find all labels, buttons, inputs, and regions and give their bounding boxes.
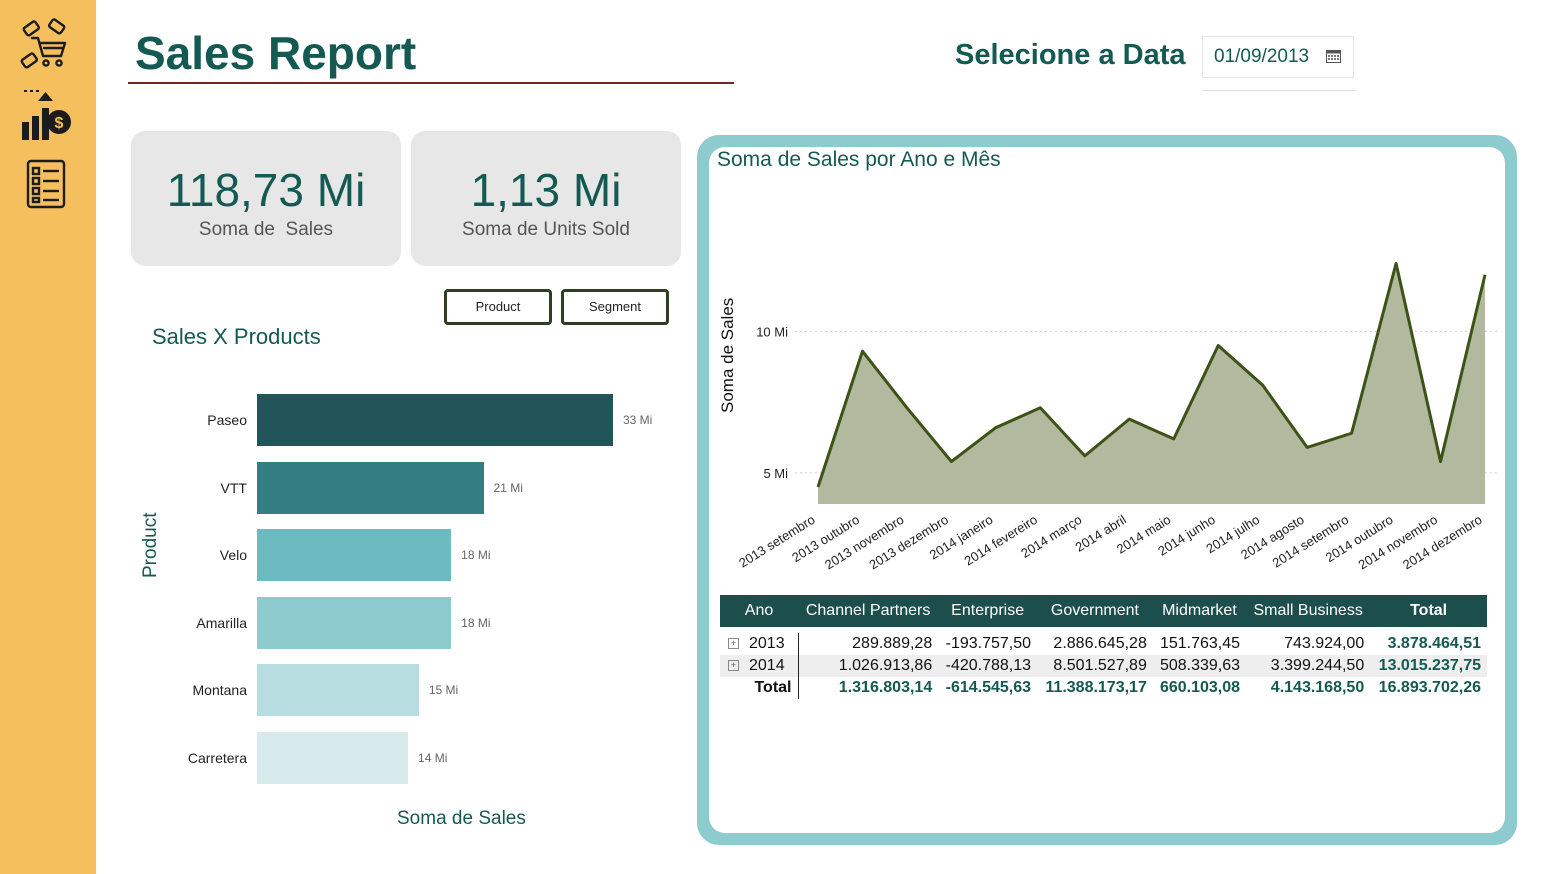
table-cell: 1.026.913,86 <box>798 655 939 677</box>
date-value: 01/09/2013 <box>1214 46 1310 67</box>
line-chart-panel-body <box>709 147 1505 833</box>
row-year: 2014 <box>749 657 785 674</box>
date-slider-track[interactable] <box>1202 90 1356 91</box>
bar-value-label: 18 Mi <box>461 548 491 562</box>
table-row: +2013 289.889,28 -193.757,50 2.886.645,2… <box>720 633 1487 655</box>
product-button[interactable]: Product <box>444 289 552 325</box>
table-cell-total: 13.015.237,75 <box>1370 655 1487 677</box>
table-cell: 2.886.645,28 <box>1053 635 1147 652</box>
table-cell: 743.924,00 <box>1284 635 1365 652</box>
column-header[interactable]: Small Business <box>1246 595 1371 627</box>
table-cell-total: 16.893.702,26 <box>1378 679 1481 696</box>
row-year: 2013 <box>749 635 785 652</box>
table-cell: 151.763,45 <box>1159 635 1241 652</box>
table-total-row: Total 1.316.803,14 -614.545,63 11.388.17… <box>720 677 1487 699</box>
date-picker[interactable]: 01/09/2013 <box>1202 36 1354 78</box>
table-cell: -193.757,50 <box>945 635 1032 652</box>
shopping-cart-icon[interactable] <box>18 16 74 72</box>
kpi-label: Soma de Sales <box>198 219 334 240</box>
page-title: Sales Report <box>135 27 417 79</box>
table-cell-total: 3.878.464,51 <box>1387 635 1481 652</box>
column-header[interactable]: Ano <box>720 595 798 627</box>
bar-chart-title: Sales X Products <box>152 324 321 349</box>
table-cell: 508.339,63 <box>1152 655 1247 677</box>
table-cell-total: 1.316.803,14 <box>838 679 933 696</box>
bar[interactable] <box>257 731 409 784</box>
row-header: +2013 <box>720 633 799 655</box>
bar-value-label: 21 Mi <box>493 480 523 495</box>
table-cell: 289.889,28 <box>852 635 933 652</box>
sidebar: $ <box>0 0 96 874</box>
bar-category-label: Amarilla <box>196 614 247 631</box>
bar-value-label: 15 Mi <box>428 683 459 697</box>
table-cell-total: 11.388.173,17 <box>1045 679 1147 696</box>
calendar-icon[interactable] <box>1326 49 1341 63</box>
table-cell-total: 660.103,08 <box>1159 679 1241 696</box>
bar-value-label: 14 Mi <box>418 750 448 765</box>
bar-category-label: Velo <box>219 547 247 563</box>
bar-category-label: VTT <box>220 479 247 496</box>
table-cell-total: 4.143.168,50 <box>1270 679 1365 696</box>
sales-growth-icon[interactable]: $ <box>18 88 74 144</box>
date-label: Selecione a Data <box>955 39 1186 71</box>
table-cell: 8.501.527,89 <box>1037 655 1153 677</box>
bar[interactable] <box>257 461 484 514</box>
column-header[interactable]: Channel Partners <box>798 595 939 627</box>
line-chart-panel <box>697 135 1517 845</box>
bar-chart-x-axis-label: Soma de Sales <box>397 808 526 829</box>
kpi-label: Soma de Units Sold <box>462 219 630 240</box>
table-row: +2014 1.026.913,86 -420.788,13 8.501.527… <box>720 655 1487 677</box>
kpi-value: 118,73 Mi <box>166 164 366 216</box>
expand-icon[interactable]: + <box>728 638 739 650</box>
table-cell-total: -614.545,63 <box>945 679 1032 696</box>
svg-text:$: $ <box>55 115 64 132</box>
kpi-card-sales: 118,73 Mi Soma de Sales <box>131 131 401 266</box>
bar[interactable] <box>257 596 452 649</box>
bar-category-label: Montana <box>192 682 247 698</box>
bar-value-label: 18 Mi <box>461 615 491 630</box>
table-cell: -420.788,13 <box>938 655 1038 677</box>
bar-value-label: 33 Mi <box>623 413 653 427</box>
column-header[interactable]: Total <box>1370 595 1487 627</box>
bar-category-label: Paseo <box>207 412 247 428</box>
kpi-value: 1,13 Mi <box>470 164 622 216</box>
column-header[interactable]: Government <box>1037 595 1153 627</box>
sales-matrix-table: Ano Channel Partners Enterprise Governme… <box>720 595 1487 699</box>
column-header[interactable]: Midmarket <box>1152 595 1247 627</box>
table-header-row: Ano Channel Partners Enterprise Governme… <box>720 595 1487 627</box>
bar-category-label: Carretera <box>187 749 247 766</box>
title-underline <box>128 82 734 84</box>
column-header[interactable]: Enterprise <box>938 595 1038 627</box>
row-header: +2014 <box>720 655 799 677</box>
kpi-card-units-sold: 1,13 Mi Soma de Units Sold <box>411 131 681 266</box>
total-row-header: Total <box>720 677 799 699</box>
bar[interactable] <box>257 664 419 716</box>
table-cell: 3.399.244,50 <box>1246 655 1371 677</box>
report-list-icon[interactable] <box>18 156 74 212</box>
bar[interactable] <box>257 529 452 581</box>
bar-chart-y-axis-label: Product <box>140 512 161 578</box>
line-chart-title: Soma de Sales por Ano e Mês <box>717 148 1001 171</box>
bar[interactable] <box>257 394 613 446</box>
expand-icon[interactable]: + <box>728 660 739 672</box>
segment-button[interactable]: Segment <box>561 289 669 325</box>
